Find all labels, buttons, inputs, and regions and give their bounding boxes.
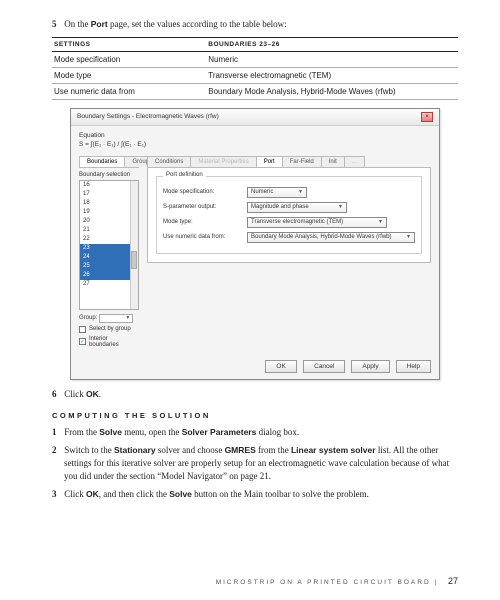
tab-port[interactable]: Port [256,156,283,167]
step-5-prefix: On the [64,19,91,29]
group-label: Group: [79,315,97,321]
page-footer: MICROSTRIP ON A PRINTED CIRCUIT BOARD | … [216,576,458,586]
step-6-num: 6 [52,388,62,401]
dialog-buttons: OK Cancel Apply Help [71,354,439,379]
solve-step-1: 1 From the Solve menu, open the Solver P… [52,426,458,439]
group-row: Group: ▼ [79,314,139,323]
chevron-down-icon: ▼ [378,219,383,225]
step-6-bold: OK [86,389,99,399]
interior-boundaries-row[interactable]: ✓ Interior boundaries [79,336,139,348]
step-5-bold: Port [91,19,108,29]
section-header: COMPUTING THE SOLUTION [52,411,458,420]
step-6-prefix: Click [64,389,86,399]
tab-conditions[interactable]: Conditions [147,156,191,167]
mode-spec-label: Mode specification: [163,189,243,195]
mode-type-label: Mode type: [163,219,243,225]
th-boundaries: BOUNDARIES 23–26 [206,37,458,51]
mode-spec-dropdown[interactable]: Numeric▼ [247,187,307,198]
table-row: Mode specificationNumeric [52,51,458,67]
chevron-down-icon: ▼ [125,315,130,321]
listbox-scrollbar[interactable] [130,181,138,309]
interior-boundaries-label: Interior boundaries [89,336,139,348]
select-by-group-row[interactable]: Select by group [79,326,139,333]
step-5-suffix: page, set the values according to the ta… [108,19,287,29]
solve-steps: 1 From the Solve menu, open the Solver P… [52,426,458,501]
tab-more[interactable]: ... [344,156,365,167]
boundary-listbox[interactable]: 16 17 18 19 20 21 22 23 24 25 26 27 [79,180,139,310]
equation-label: Equation [79,132,431,139]
mode-type-dropdown[interactable]: Transverse electromagnetic (TEM)▼ [247,217,387,228]
table-row: Mode typeTransverse electromagnetic (TEM… [52,67,458,83]
dialog-title: Boundary Settings - Electromagnetic Wave… [77,113,219,120]
select-by-group-label: Select by group [89,326,131,332]
footer-divider: | [434,579,442,586]
step-5: 5 On the Port page, set the values accor… [52,18,458,31]
tab-boundaries[interactable]: Boundaries [79,156,125,167]
chevron-down-icon: ▼ [298,189,303,195]
numeric-from-label: Use numeric data from: [163,234,243,240]
settings-table: SETTINGS BOUNDARIES 23–26 Mode specifica… [52,37,458,100]
equation: S = ∫(E₁ · E₁) / ∫(E₁ · E₁) [79,141,431,148]
solve-step-3: 3 Click OK, and then click the Solve but… [52,488,458,501]
help-button[interactable]: Help [396,360,431,373]
port-definition-legend: Port definition [163,172,206,178]
close-icon[interactable]: × [421,112,433,122]
tab-farfield[interactable]: Far-Field [282,156,322,167]
boundary-settings-dialog: Boundary Settings - Electromagnetic Wave… [70,108,440,380]
table-header-row: SETTINGS BOUNDARIES 23–26 [52,37,458,51]
ok-button[interactable]: OK [265,360,297,373]
step-5-num: 5 [52,18,62,31]
th-settings: SETTINGS [52,37,206,51]
checkbox-icon[interactable]: ✓ [79,338,86,345]
left-tabs: Boundaries Groups [79,156,139,168]
numeric-from-dropdown[interactable]: Boundary Mode Analysis, Hybrid-Mode Wave… [247,232,415,243]
cancel-button[interactable]: Cancel [303,360,345,373]
sparam-dropdown[interactable]: Magnitude and phase▼ [247,202,347,213]
port-definition-group: Port definition Mode specification: Nume… [156,176,422,254]
chevron-down-icon: ▼ [338,204,343,210]
boundary-selection-label: Boundary selection [79,172,139,178]
chevron-down-icon: ▼ [406,234,411,240]
table-row: Use numeric data fromBoundary Mode Analy… [52,83,458,99]
sparam-label: S-parameter output: [163,204,243,210]
tab-material[interactable]: Material Properties [190,156,256,167]
dialog-titlebar: Boundary Settings - Electromagnetic Wave… [71,109,439,126]
group-dropdown[interactable]: ▼ [99,314,133,323]
port-settings-panel: Conditions Material Properties Port Far-… [147,152,431,348]
solve-step-2: 2 Switch to the Stationary solver and ch… [52,444,458,483]
page-number: 27 [448,576,458,586]
step-6-suffix: . [99,389,101,399]
inner-tabs: Conditions Material Properties Port Far-… [147,156,431,168]
apply-button[interactable]: Apply [351,360,389,373]
tab-init[interactable]: Init [321,156,345,167]
checkbox-icon[interactable] [79,326,86,333]
boundary-selection-panel: Boundaries Groups Boundary selection 16 … [79,152,139,348]
step-6: 6 Click OK. [52,388,458,401]
footer-title: MICROSTRIP ON A PRINTED CIRCUIT BOARD [216,579,431,586]
